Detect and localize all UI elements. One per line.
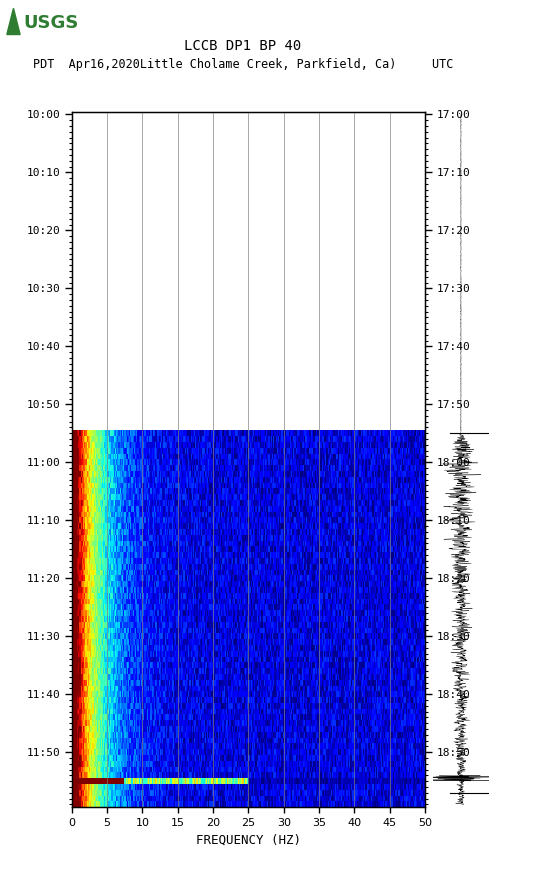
- X-axis label: FREQUENCY (HZ): FREQUENCY (HZ): [196, 833, 301, 847]
- Text: USGS: USGS: [23, 14, 79, 32]
- Polygon shape: [7, 8, 20, 35]
- Text: LCCB DP1 BP 40: LCCB DP1 BP 40: [184, 39, 301, 54]
- Text: PDT  Apr16,2020Little Cholame Creek, Parkfield, Ca)     UTC: PDT Apr16,2020Little Cholame Creek, Park…: [33, 58, 453, 70]
